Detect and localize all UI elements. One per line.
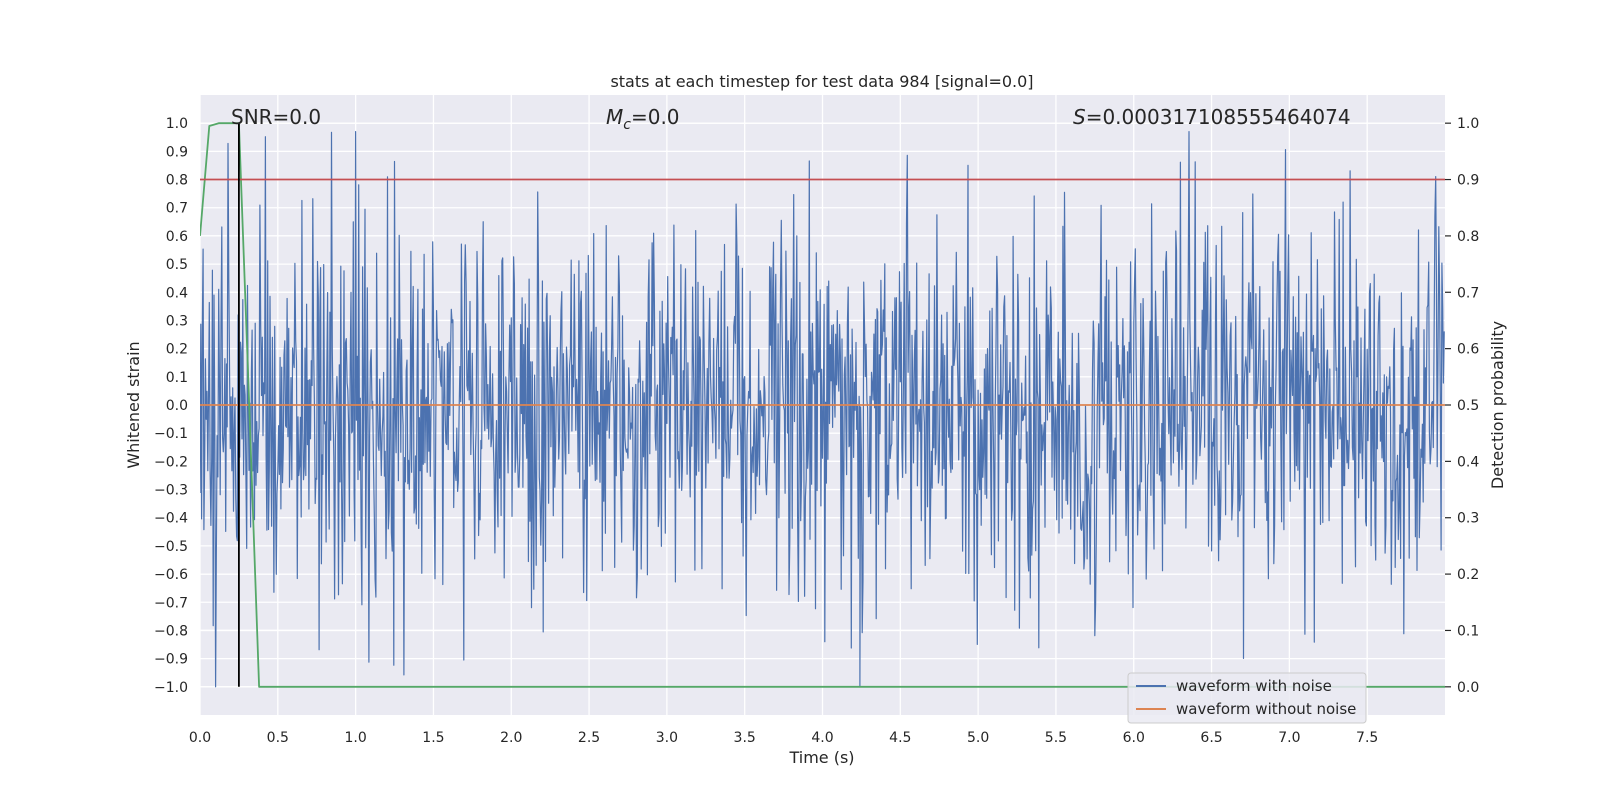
y2-tick-label-5: 0.5 bbox=[1457, 398, 1479, 414]
legend-label-clean: waveform without noise bbox=[1176, 700, 1356, 718]
y-tick-label-5: 0.5 bbox=[166, 257, 188, 273]
statistic-symbol: S bbox=[1073, 105, 1086, 129]
x-tick-label-12: 6.0 bbox=[1123, 730, 1145, 746]
x-tick-label-9: 4.5 bbox=[889, 730, 911, 746]
y-tick-label-9: 0.1 bbox=[166, 370, 188, 386]
chirp-mass-value: =0.0 bbox=[631, 105, 680, 129]
y-tick-label-20: −1.0 bbox=[154, 680, 188, 696]
y2-tick-label-2: 0.8 bbox=[1457, 229, 1479, 245]
chart-title: stats at each timestep for test data 984… bbox=[610, 72, 1033, 91]
x-tick-label-3: 1.5 bbox=[422, 730, 444, 746]
y-tick-label-10: 0.0 bbox=[166, 398, 188, 414]
y-axis-label: Whitened strain bbox=[124, 341, 143, 468]
x-tick-label-7: 3.5 bbox=[734, 730, 756, 746]
legend: waveform with noise waveform without noi… bbox=[1127, 672, 1367, 724]
x-ticks: 0.0 0.5 1.0 1.5 2.0 2.5 3.0 3.5 4.0 4.5 5.0 5.5 6.0 6… bbox=[189, 730, 1378, 746]
x-axis-label: Time (s) bbox=[788, 748, 854, 767]
y-tick-label-14: −0.4 bbox=[154, 511, 188, 527]
y2-tick-label-10: 0.0 bbox=[1457, 680, 1479, 696]
legend-box bbox=[1127, 672, 1367, 724]
y2-tick-label-4: 0.6 bbox=[1457, 342, 1479, 358]
x-tick-label-13: 6.5 bbox=[1200, 730, 1222, 746]
y-tick-label-11: −0.1 bbox=[154, 426, 188, 442]
y-tick-label-3: 0.7 bbox=[166, 201, 188, 217]
y-tick-label-17: −0.7 bbox=[154, 595, 188, 611]
y2-tick-label-1: 0.9 bbox=[1457, 173, 1479, 189]
y-tick-label-18: −0.8 bbox=[154, 623, 188, 639]
y2-tick-label-0: 1.0 bbox=[1457, 116, 1479, 132]
x-tick-label-11: 5.5 bbox=[1045, 730, 1067, 746]
snr-annotation: SNR=0.0 bbox=[231, 105, 321, 129]
y-tick-label-6: 0.4 bbox=[166, 285, 188, 301]
statistic-value: =0.000317108555464074 bbox=[1086, 105, 1351, 129]
x-tick-label-14: 7.0 bbox=[1278, 730, 1300, 746]
y2-ticks: 1.0 0.9 0.8 0.7 0.6 0.5 0.4 0.3 0.2 0.1 0.0 bbox=[1445, 116, 1479, 696]
y-tick-label-13: −0.3 bbox=[154, 483, 188, 499]
statistic-annotation: S=0.000317108555464074 bbox=[1073, 105, 1351, 129]
y-tick-label-12: −0.2 bbox=[154, 454, 188, 470]
x-tick-label-6: 3.0 bbox=[656, 730, 678, 746]
y2-tick-label-8: 0.2 bbox=[1457, 567, 1479, 583]
y-tick-label-15: −0.5 bbox=[154, 539, 188, 555]
series-detection-probability bbox=[200, 122, 1445, 688]
x-tick-label-10: 5.0 bbox=[967, 730, 989, 746]
x-tick-label-8: 4.0 bbox=[811, 730, 833, 746]
y-tick-label-0: 1.0 bbox=[166, 116, 188, 132]
series-layer bbox=[200, 122, 1445, 688]
y-tick-label-16: −0.6 bbox=[154, 567, 188, 583]
x-tick-label-5: 2.5 bbox=[578, 730, 600, 746]
x-tick-label-15: 7.5 bbox=[1356, 730, 1378, 746]
chirp-mass-subscript: c bbox=[623, 117, 631, 133]
y-tick-label-1: 0.9 bbox=[166, 144, 188, 160]
y-tick-label-7: 0.3 bbox=[166, 313, 188, 329]
x-tick-label-2: 1.0 bbox=[344, 730, 366, 746]
chirp-mass-annotation: Mc=0.0 bbox=[606, 105, 680, 133]
legend-label-noise: waveform with noise bbox=[1176, 677, 1332, 695]
y2-tick-label-6: 0.4 bbox=[1457, 454, 1479, 470]
y2-tick-label-9: 0.1 bbox=[1457, 623, 1479, 639]
y-tick-label-19: −0.9 bbox=[154, 652, 188, 668]
x-tick-label-1: 0.5 bbox=[267, 730, 289, 746]
y-tick-label-4: 0.6 bbox=[166, 229, 188, 245]
y2-axis-label: Detection probability bbox=[1488, 321, 1507, 489]
y-tick-label-2: 0.8 bbox=[166, 173, 188, 189]
y-tick-label-8: 0.2 bbox=[166, 342, 188, 358]
chirp-mass-symbol: M bbox=[606, 105, 623, 129]
y2-tick-label-3: 0.7 bbox=[1457, 285, 1479, 301]
y-ticks: 1.0 0.9 0.8 0.7 0.6 0.5 0.4 0.3 0.2 0.1 0.0 −0.1 −0.… bbox=[154, 116, 188, 696]
x-tick-label-0: 0.0 bbox=[189, 730, 211, 746]
x-tick-label-4: 2.0 bbox=[500, 730, 522, 746]
y2-tick-label-7: 0.3 bbox=[1457, 511, 1479, 527]
series-waveform-with-noise bbox=[200, 131, 1445, 688]
